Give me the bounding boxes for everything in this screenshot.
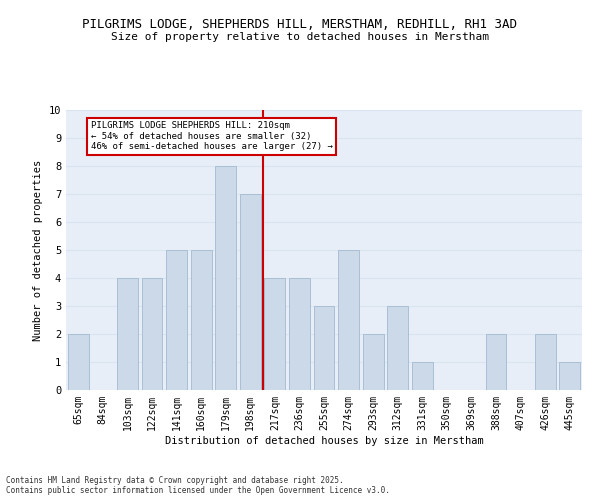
Text: Size of property relative to detached houses in Merstham: Size of property relative to detached ho… (111, 32, 489, 42)
Bar (265, 278, 286, 390)
Bar (166, 250, 187, 390)
Text: PILGRIMS LODGE SHEPHERDS HILL: 210sqm
← 54% of detached houses are smaller (32)
: PILGRIMS LODGE SHEPHERDS HILL: 210sqm ← … (91, 121, 332, 151)
Bar (362, 334, 383, 390)
Bar (314, 306, 334, 390)
Bar (387, 306, 408, 390)
Bar (117, 278, 138, 390)
Bar (142, 278, 163, 390)
Bar (338, 250, 359, 390)
X-axis label: Distribution of detached houses by size in Merstham: Distribution of detached houses by size … (164, 436, 484, 446)
Bar (535, 334, 556, 390)
Bar (240, 194, 261, 390)
Bar (412, 362, 433, 390)
Text: PILGRIMS LODGE, SHEPHERDS HILL, MERSTHAM, REDHILL, RH1 3AD: PILGRIMS LODGE, SHEPHERDS HILL, MERSTHAM… (83, 18, 517, 30)
Bar (289, 278, 310, 390)
Bar (559, 362, 580, 390)
Bar (215, 166, 236, 390)
Bar (191, 250, 212, 390)
Bar (485, 334, 506, 390)
Y-axis label: Number of detached properties: Number of detached properties (33, 160, 43, 340)
Bar (68, 334, 89, 390)
Text: Contains HM Land Registry data © Crown copyright and database right 2025.
Contai: Contains HM Land Registry data © Crown c… (6, 476, 390, 495)
